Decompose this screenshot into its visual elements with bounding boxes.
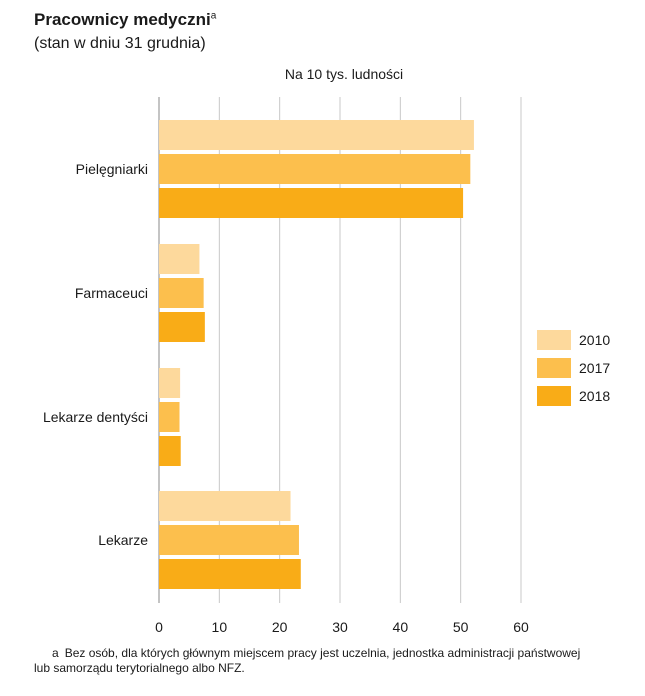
legend-label: 2018 — [579, 388, 610, 404]
x-tick-label: 40 — [393, 619, 409, 635]
legend-swatch — [537, 330, 571, 350]
category-label: Lekarze dentyści — [43, 409, 148, 425]
bar — [159, 188, 464, 218]
bar-layer — [159, 120, 474, 589]
bar-chart: 0 10 20 30 40 50 60 Pielęgniarki Farmaceuci Lekar… — [43, 97, 610, 635]
legend-swatch — [537, 358, 571, 378]
legend: 2010 2017 2018 — [537, 330, 610, 406]
chart-title-text: Pracownicy medyczni — [34, 10, 211, 29]
legend-label: 2017 — [579, 360, 610, 376]
x-tick-label: 30 — [332, 619, 348, 635]
x-tick-label: 60 — [513, 619, 529, 635]
bar — [159, 244, 200, 274]
legend-label: 2010 — [579, 332, 610, 348]
x-tick-label: 0 — [155, 619, 163, 635]
chart-subtitle: (stan w dniu 31 grudnia) — [34, 35, 206, 52]
bar — [159, 559, 301, 589]
footnote-line-1: Bez osób, dla których głównym miejscem p… — [64, 646, 581, 660]
bar — [159, 154, 471, 184]
category-label: Pielęgniarki — [76, 161, 148, 177]
footnote-marker: a — [52, 646, 59, 660]
bar — [159, 491, 291, 521]
category-label: Lekarze — [98, 532, 148, 548]
bar — [159, 436, 181, 466]
x-tick-label: 20 — [272, 619, 288, 635]
x-tick-label: 10 — [212, 619, 228, 635]
footnote: a Bez osób, dla których głównym miejscem … — [34, 646, 618, 676]
unit-label: Na 10 tys. ludności — [284, 66, 404, 82]
legend-swatch — [537, 386, 571, 406]
bar — [159, 402, 180, 432]
title-footnote-marker: a — [210, 10, 217, 22]
bar — [159, 525, 299, 555]
bar — [159, 312, 205, 342]
chart-title: Pracownicy medycznia — [34, 10, 216, 30]
x-tick-label: 50 — [453, 619, 469, 635]
category-label: Farmaceuci — [75, 285, 148, 301]
bar — [159, 120, 474, 150]
bar — [159, 368, 181, 398]
bar — [159, 278, 204, 308]
axis-layer: 0 10 20 30 40 50 60 Pielęgniarki Farmaceuci Lekar… — [43, 161, 529, 635]
footnote-line-2: lub samorządu terytorialnego albo NFZ. — [34, 661, 245, 675]
